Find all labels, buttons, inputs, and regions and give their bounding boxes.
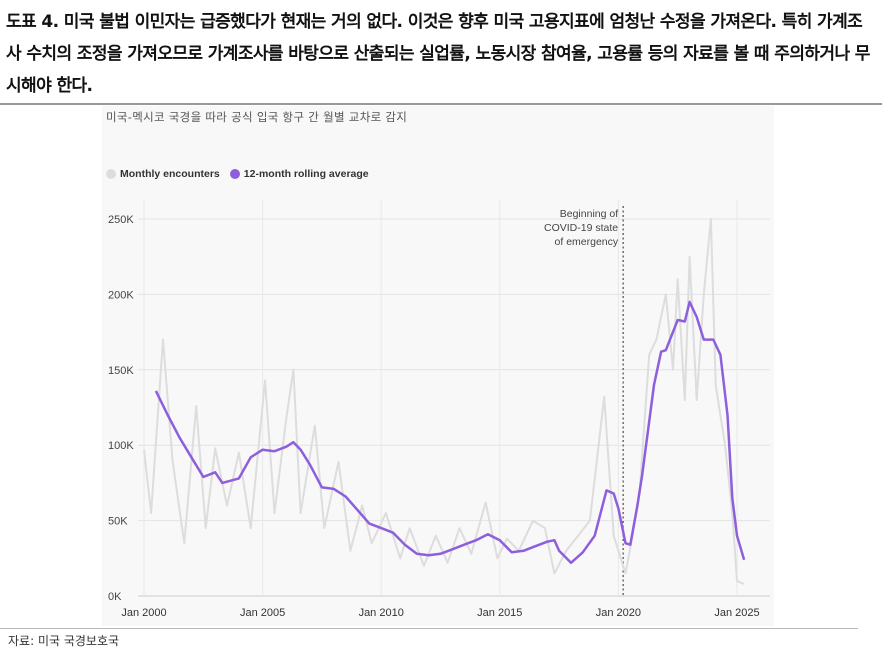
divider (0, 628, 858, 629)
series-rolling-average-line (154, 300, 746, 565)
y-tick-label: 0K (108, 591, 122, 603)
x-tick-label: Jan 2025 (714, 607, 759, 619)
x-tick-label: Jan 2015 (477, 607, 522, 619)
y-tick-label: 250K (108, 214, 134, 226)
legend: Monthly encounters 12-month rolling aver… (106, 168, 369, 180)
source-note: 자료: 미국 국경보호국 (8, 634, 120, 648)
legend-swatch (229, 169, 240, 179)
x-tick-label: Jan 2020 (596, 607, 641, 619)
series-monthly-line (143, 218, 745, 585)
legend-item-rolling: 12-month rolling average (229, 168, 369, 180)
legend-swatch (106, 169, 116, 179)
x-tick-label: Jan 2005 (240, 607, 285, 619)
annotation-text: COVID-19 state (544, 222, 618, 234)
y-tick-label: 100K (108, 440, 134, 452)
x-tick-label: Jan 2010 (359, 607, 404, 619)
legend-item-monthly: Monthly encounters (106, 168, 220, 180)
y-tick-label: 150K (108, 365, 134, 377)
y-tick-label: 200K (108, 289, 134, 301)
legend-label: 12-month rolling average (243, 168, 369, 180)
chart-subtitle: 미국-멕시코 국경을 따라 공식 입국 항구 간 월별 교차로 감지 (106, 110, 408, 124)
annotation-text: of emergency (555, 236, 619, 248)
divider (0, 103, 882, 105)
y-tick-label: 50K (108, 516, 128, 528)
figure-caption: 도표 4. 미국 불법 이민자는 급증했다가 현재는 거의 없다. 이것은 향후… (6, 12, 870, 96)
annotation-text: Beginning of (560, 208, 618, 220)
x-tick-label: Jan 2000 (121, 607, 166, 619)
legend-label: Monthly encounters (120, 168, 220, 180)
